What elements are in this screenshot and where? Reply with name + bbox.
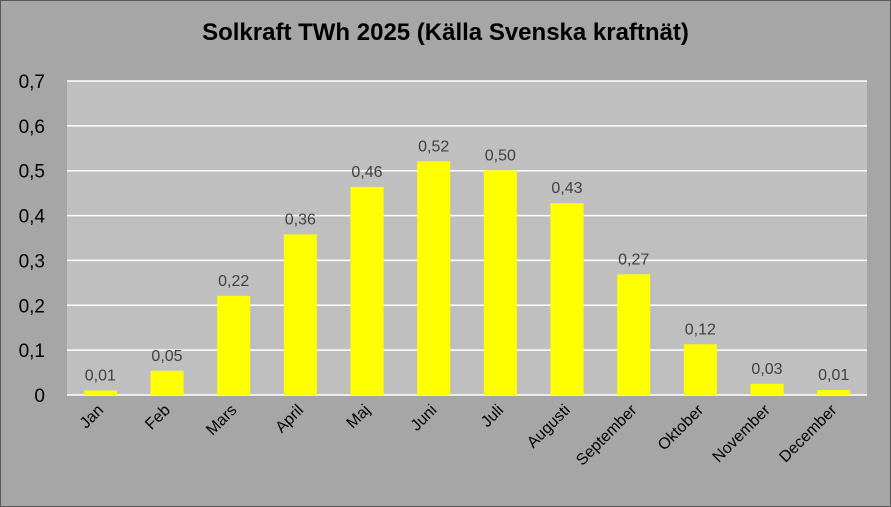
bar <box>483 170 517 395</box>
data-label: 0,03 <box>751 361 782 378</box>
x-tick-label: Oktober <box>655 401 708 454</box>
y-tick-label: 0 <box>34 386 45 407</box>
data-label: 0,01 <box>818 367 849 384</box>
bar <box>83 390 117 395</box>
y-tick-label: 0,5 <box>19 162 45 183</box>
gridlines <box>67 80 867 396</box>
data-label: 0,36 <box>285 211 316 228</box>
x-tick-label: Feb <box>142 402 174 434</box>
bar <box>150 370 184 395</box>
x-tick-label: Juni <box>408 402 441 435</box>
y-tick-label: 0,7 <box>19 72 45 93</box>
data-labels: 0,01 0,05 0,22 0,36 0,46 0,52 0,50 0,43 0,27 0,12… <box>85 138 850 384</box>
data-label: 0,46 <box>351 164 382 181</box>
bar <box>617 274 651 395</box>
bar <box>683 344 717 395</box>
y-tick-label: 0,4 <box>19 207 46 228</box>
x-tick-label: November <box>710 401 775 466</box>
bar <box>283 234 317 395</box>
data-label: 0,27 <box>618 251 649 268</box>
bar <box>817 390 851 395</box>
data-label: 0,05 <box>151 348 182 365</box>
y-tick-label: 0,1 <box>19 341 45 362</box>
y-axis-ticks: 0 0,1 0,2 0,3 0,4 0,5 0,6 0,7 <box>19 72 46 407</box>
bar <box>550 203 584 395</box>
y-tick-label: 0,6 <box>19 117 45 138</box>
x-axis-labels: Jan Feb Mars April Maj Juni Juli Augusti Septemb… <box>77 401 841 469</box>
data-label: 0,22 <box>218 273 249 290</box>
chart-title: Solkraft TWh 2025 (Källa Svenska kraftnä… <box>202 19 689 46</box>
bars <box>83 161 851 395</box>
data-label: 0,01 <box>85 368 116 385</box>
data-label: 0,52 <box>418 138 449 155</box>
x-tick-label: Mars <box>203 402 240 439</box>
bar <box>417 161 451 395</box>
y-tick-label: 0,3 <box>19 251 45 272</box>
x-tick-label: Augusti <box>524 402 574 452</box>
bar <box>750 383 784 395</box>
y-tick-label: 0,2 <box>19 296 45 317</box>
x-tick-label: April <box>273 402 308 437</box>
bar <box>350 186 384 395</box>
x-tick-label: September <box>573 401 641 469</box>
data-label: 0,43 <box>551 180 582 197</box>
bar <box>217 295 251 395</box>
x-tick-label: Maj <box>344 402 374 432</box>
plot-area <box>67 81 867 395</box>
x-tick-label: December <box>776 401 841 466</box>
x-tick-label: Jan <box>77 402 107 432</box>
x-tick-label: Juli <box>478 402 507 431</box>
data-label: 0,50 <box>485 147 516 164</box>
data-label: 0,12 <box>685 321 716 338</box>
